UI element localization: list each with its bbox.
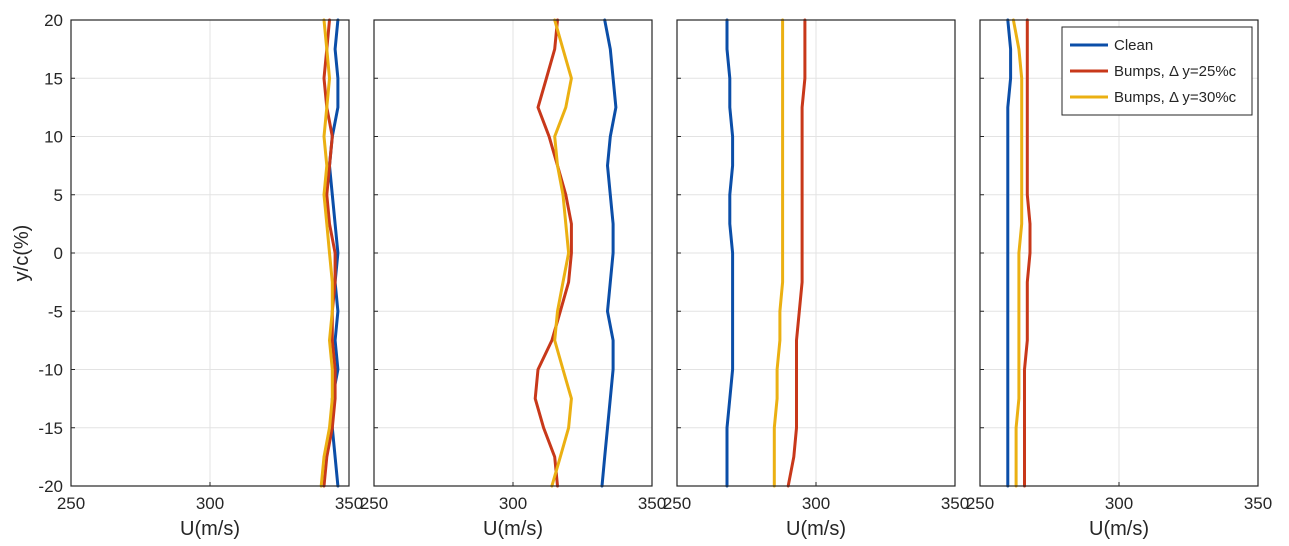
series-line-bumps30 (550, 18, 573, 488)
x-tick-label: 300 (1105, 494, 1133, 513)
series-line-bumps25 (533, 18, 573, 488)
series-line-clean (1006, 18, 1013, 488)
series-line-bumps25 (322, 18, 337, 488)
series-line-bumps30 (772, 18, 785, 488)
legend: Clean Bumps, Δ y=25%c Bumps, Δ y=30%c (1061, 26, 1253, 116)
series-line-bumps30 (319, 18, 334, 488)
chart-panel-3: 250 300 350 U(m/s) (663, 18, 969, 540)
x-axis-label: U(m/s) (786, 518, 846, 540)
x-tick-label: 250 (663, 494, 691, 513)
y-tick-label: 15 (44, 69, 63, 88)
x-axis-label: U(m/s) (180, 518, 240, 540)
y-axis-label: y/c(%) (11, 225, 33, 282)
x-tick-label: 350 (941, 494, 969, 513)
chart-panel-1: 250 300 350 -20 -15 -10 -5 0 5 10 15 20 U(m/s) y/c(%) (11, 11, 363, 540)
y-tick-label: -10 (38, 361, 63, 380)
y-tick-label: 20 (44, 11, 63, 30)
x-tick-label: 250 (57, 494, 85, 513)
series-line-clean (725, 18, 735, 488)
y-tick-label: -5 (48, 302, 63, 321)
chart-panel-4: 250 300 350 U(m/s) Clean Bumps, Δ y=25%c Bumps… (966, 18, 1272, 540)
x-tick-label: 350 (335, 494, 363, 513)
series-line-bumps25 (1023, 18, 1032, 488)
y-tick-label: 10 (44, 128, 63, 147)
x-axis-label: U(m/s) (483, 518, 543, 540)
x-tick-label: 250 (360, 494, 388, 513)
series-line-bumps25 (786, 18, 807, 488)
y-tick-label: 0 (54, 244, 63, 263)
y-tick-label: -15 (38, 419, 63, 438)
series-line-bumps30 (1011, 18, 1024, 488)
legend-label-bumps30: Bumps, Δ y=30%c (1114, 89, 1237, 106)
x-axis-label: U(m/s) (1089, 518, 1149, 540)
y-tick-label: -20 (38, 477, 63, 496)
series-line-clean (600, 18, 618, 488)
legend-label-clean: Clean (1114, 37, 1153, 54)
x-tick-label: 350 (638, 494, 666, 513)
x-tick-label: 300 (802, 494, 830, 513)
x-tick-label: 250 (966, 494, 994, 513)
x-tick-label: 300 (499, 494, 527, 513)
chart-panel-2: 250 300 350 U(m/s) (360, 18, 666, 540)
x-tick-label: 300 (196, 494, 224, 513)
x-tick-label: 350 (1244, 494, 1272, 513)
legend-label-bumps25: Bumps, Δ y=25%c (1114, 63, 1237, 80)
y-tick-label: 5 (54, 186, 63, 205)
